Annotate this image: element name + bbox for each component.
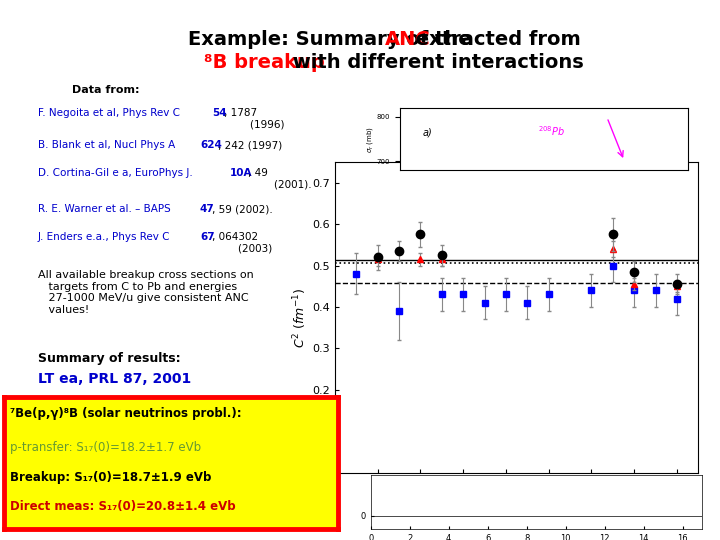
Text: ANC: ANC [384, 30, 431, 49]
Text: 10A: 10A [230, 168, 253, 178]
Text: , 064302
        (2003): , 064302 (2003) [212, 232, 272, 254]
Text: F. Negoita et al, Phys Rev C: F. Negoita et al, Phys Rev C [38, 108, 184, 118]
Text: ⁸B breakup: ⁸B breakup [204, 53, 325, 72]
Text: All available breakup cross sections on
   targets from C to Pb and energies
   : All available breakup cross sections on … [38, 270, 253, 315]
Text: Data from:: Data from: [72, 85, 140, 95]
Text: , 242 (1997): , 242 (1997) [218, 140, 282, 150]
Text: J. Enders e.a., Phys Rev C: J. Enders e.a., Phys Rev C [38, 232, 174, 242]
Text: Summary of results:: Summary of results: [38, 352, 181, 365]
Text: , 59 (2002).: , 59 (2002). [212, 204, 273, 214]
Text: , 1787
        (1996): , 1787 (1996) [224, 108, 284, 130]
Text: Breakup: S₁₇(0)=18.7±1.9 eVb: Breakup: S₁₇(0)=18.7±1.9 eVb [10, 471, 212, 484]
Text: with different interactions: with different interactions [287, 53, 584, 72]
Text: B. Blank et al, Nucl Phys A: B. Blank et al, Nucl Phys A [38, 140, 175, 150]
Text: Example: Summary of the: Example: Summary of the [188, 30, 478, 49]
Text: LT ea, PRL 87, 2001: LT ea, PRL 87, 2001 [38, 372, 192, 386]
Y-axis label: $C^2\ (fm^{-1})$: $C^2\ (fm^{-1})$ [292, 287, 310, 348]
Text: , 49
        (2001).: , 49 (2001). [248, 168, 312, 190]
Text: 54: 54 [212, 108, 227, 118]
Text: a): a) [423, 128, 433, 138]
Text: R. E. Warner et al. – BAPS: R. E. Warner et al. – BAPS [38, 204, 174, 214]
Text: 67: 67 [200, 232, 215, 242]
X-axis label: experiment: experiment [481, 493, 553, 506]
Text: 624: 624 [200, 140, 222, 150]
Text: Direct meas: S₁₇(0)=20.8±1.4 eVb: Direct meas: S₁₇(0)=20.8±1.4 eVb [10, 500, 236, 513]
Text: ⁷Be(p,γ)⁸B (solar neutrinos probl.):: ⁷Be(p,γ)⁸B (solar neutrinos probl.): [10, 408, 242, 421]
Text: extracted from: extracted from [409, 30, 581, 49]
Text: $^{208}Pb$: $^{208}Pb$ [538, 124, 565, 138]
Text: 47: 47 [200, 204, 215, 214]
Y-axis label: $\sigma_r$ (mb): $\sigma_r$ (mb) [365, 125, 375, 153]
Text: D. Cortina-Gil e a, EuroPhys J.: D. Cortina-Gil e a, EuroPhys J. [38, 168, 196, 178]
Text: p-transfer: S₁₇(0)=18.2±1.7 eVb: p-transfer: S₁₇(0)=18.2±1.7 eVb [10, 441, 202, 454]
